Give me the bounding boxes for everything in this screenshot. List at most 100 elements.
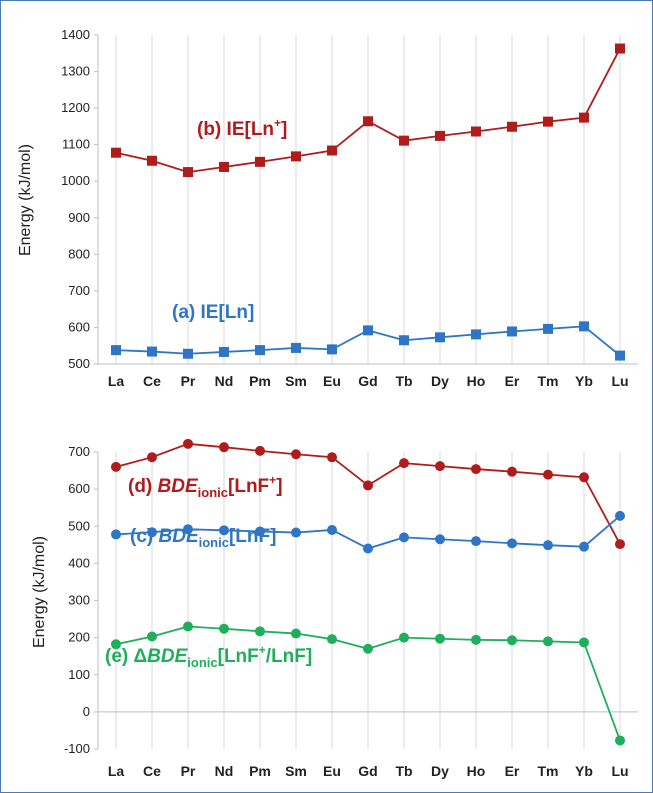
- x-tick-label: Tm: [538, 763, 559, 779]
- data-point: [219, 161, 229, 172]
- data-point: [615, 735, 625, 746]
- data-point: [219, 346, 229, 357]
- y-axis-label: Energy (kJ/mol): [17, 144, 34, 256]
- data-point: [255, 526, 265, 537]
- data-point: [183, 167, 193, 178]
- data-point: [219, 525, 229, 536]
- data-point: [327, 145, 337, 156]
- y-tick-label: 500: [68, 356, 90, 371]
- data-point: [219, 623, 229, 634]
- data-point: [435, 130, 445, 141]
- data-point: [183, 621, 193, 632]
- data-point: [507, 326, 517, 337]
- data-point: [291, 527, 301, 538]
- x-tick-label: Ce: [143, 763, 161, 779]
- x-tick-label: Gd: [358, 763, 377, 779]
- chart-2: -100 0 100 200 300 400 500 600 700 La Ce Pr Nd Pm Sm Eu…: [31, 438, 638, 779]
- data-point: [327, 524, 337, 535]
- data-point: [543, 636, 553, 647]
- data-point: [147, 452, 157, 463]
- data-point: [615, 510, 625, 521]
- x-tick-label: Er: [505, 763, 520, 779]
- series-label: (b) IE[Ln+]: [197, 116, 287, 140]
- data-point: [363, 116, 373, 127]
- x-tick-label: Sm: [285, 763, 307, 779]
- y-tick-label: 900: [68, 210, 90, 225]
- data-point: [435, 332, 445, 343]
- x-tick-label: Pr: [181, 373, 196, 389]
- y-tick-label: 700: [68, 283, 90, 298]
- data-point: [399, 532, 409, 543]
- x-tick-label: Dy: [431, 373, 449, 389]
- data-point: [399, 632, 409, 643]
- data-point: [471, 126, 481, 137]
- y-tick-label: -100: [64, 741, 90, 756]
- data-point: [579, 472, 589, 483]
- x-tick-label: Eu: [323, 763, 341, 779]
- data-point: [471, 329, 481, 340]
- data-point: [255, 626, 265, 637]
- y-tick-label: 1400: [61, 27, 90, 42]
- x-tick-label: Lu: [611, 763, 628, 779]
- data-point: [615, 539, 625, 550]
- data-point: [579, 541, 589, 552]
- series-1: [111, 438, 625, 550]
- data-point: [579, 321, 589, 332]
- data-point: [507, 635, 517, 646]
- x-tick-label: Yb: [575, 373, 593, 389]
- y-axis-label: Energy (kJ/mol): [31, 536, 48, 648]
- data-point: [363, 325, 373, 336]
- data-point: [615, 350, 625, 361]
- y-tick-label: 600: [68, 481, 90, 496]
- data-point: [147, 346, 157, 357]
- chart-1: 500 600 700 800 900 1000 1100 1200 1300 1400 La Ce P…: [17, 27, 638, 389]
- data-point: [219, 442, 229, 453]
- data-point: [111, 147, 121, 158]
- data-point: [435, 534, 445, 545]
- y-tick-label: 800: [68, 246, 90, 261]
- data-point: [363, 480, 373, 491]
- data-point: [327, 452, 337, 463]
- x-tick-label: Tm: [538, 373, 559, 389]
- x-tick-label: Gd: [358, 373, 377, 389]
- data-point: [255, 445, 265, 456]
- x-tick-label: Pr: [181, 763, 196, 779]
- data-point: [327, 634, 337, 645]
- y-tick-label: 700: [68, 444, 90, 459]
- data-point: [507, 121, 517, 132]
- data-point: [615, 43, 625, 54]
- data-point: [543, 116, 553, 127]
- data-point: [111, 461, 121, 472]
- data-point: [291, 342, 301, 353]
- data-point: [183, 438, 193, 449]
- x-tick-label: Yb: [575, 763, 593, 779]
- data-point: [147, 155, 157, 166]
- series-2: [111, 510, 625, 554]
- y-tick-label: 500: [68, 518, 90, 533]
- y-tick-label: 1100: [62, 137, 90, 152]
- data-point: [579, 112, 589, 123]
- x-tick-label: Nd: [215, 373, 234, 389]
- x-tick-label: Dy: [431, 763, 449, 779]
- data-point: [255, 345, 265, 356]
- y-tick-label: 400: [68, 555, 90, 570]
- series-label: (a) IE[Ln]: [172, 302, 254, 323]
- x-tick-label: Pm: [249, 373, 271, 389]
- x-tick-label: Ho: [467, 373, 486, 389]
- data-point: [183, 524, 193, 535]
- y-tick-label: 0: [83, 704, 90, 719]
- data-point: [291, 151, 301, 162]
- series-3: [111, 621, 625, 746]
- data-point: [363, 543, 373, 554]
- data-point: [471, 464, 481, 475]
- data-point: [507, 466, 517, 477]
- data-point: [363, 643, 373, 654]
- data-point: [507, 538, 517, 549]
- data-point: [543, 323, 553, 334]
- data-point: [543, 540, 553, 551]
- y-tick-label: 600: [68, 319, 90, 334]
- data-point: [399, 458, 409, 469]
- x-tick-label: Ce: [143, 373, 161, 389]
- series-label: (d) BDEionic[LnF+]: [128, 473, 283, 500]
- x-tick-label: Eu: [323, 373, 341, 389]
